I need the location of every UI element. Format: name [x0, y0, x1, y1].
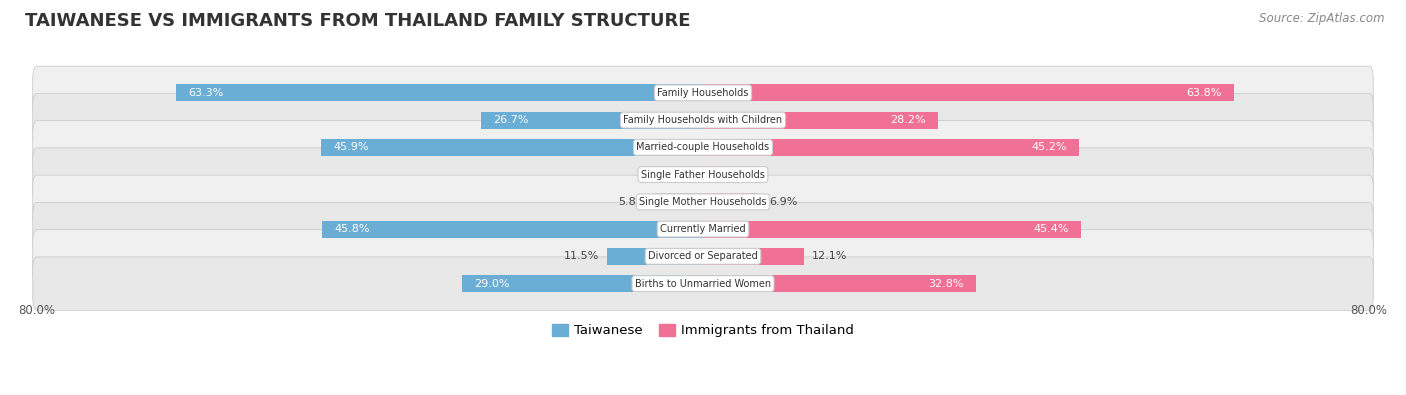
Text: Family Households with Children: Family Households with Children — [623, 115, 783, 125]
Bar — [685, 166, 703, 183]
Bar — [703, 194, 761, 210]
Text: 29.0%: 29.0% — [474, 278, 509, 289]
Text: 5.8%: 5.8% — [619, 197, 647, 207]
FancyBboxPatch shape — [32, 120, 1374, 174]
Bar — [322, 221, 703, 237]
Bar — [703, 221, 1081, 237]
Text: Single Mother Households: Single Mother Households — [640, 197, 766, 207]
Text: 12.1%: 12.1% — [813, 251, 848, 261]
Text: 45.2%: 45.2% — [1032, 142, 1067, 152]
Legend: Taiwanese, Immigrants from Thailand: Taiwanese, Immigrants from Thailand — [547, 318, 859, 342]
Text: Births to Unmarried Women: Births to Unmarried Women — [636, 278, 770, 289]
Text: 26.7%: 26.7% — [494, 115, 529, 125]
Bar — [703, 85, 1234, 101]
Bar — [703, 112, 938, 128]
Bar — [703, 139, 1080, 156]
Bar — [321, 139, 703, 156]
Text: Divorced or Separated: Divorced or Separated — [648, 251, 758, 261]
Text: 6.9%: 6.9% — [769, 197, 797, 207]
Bar — [703, 166, 724, 183]
FancyBboxPatch shape — [32, 93, 1374, 147]
Bar — [703, 248, 804, 265]
FancyBboxPatch shape — [32, 257, 1374, 310]
Text: 2.2%: 2.2% — [648, 169, 676, 180]
Text: 28.2%: 28.2% — [890, 115, 925, 125]
Bar — [461, 275, 703, 292]
Text: Married-couple Households: Married-couple Households — [637, 142, 769, 152]
FancyBboxPatch shape — [32, 175, 1374, 229]
Text: Currently Married: Currently Married — [661, 224, 745, 234]
Text: 45.4%: 45.4% — [1033, 224, 1069, 234]
Bar — [176, 85, 703, 101]
Text: 2.5%: 2.5% — [733, 169, 761, 180]
FancyBboxPatch shape — [32, 66, 1374, 120]
Text: 11.5%: 11.5% — [564, 251, 599, 261]
Text: Source: ZipAtlas.com: Source: ZipAtlas.com — [1260, 12, 1385, 25]
Text: 63.8%: 63.8% — [1187, 88, 1222, 98]
FancyBboxPatch shape — [32, 202, 1374, 256]
Text: 32.8%: 32.8% — [928, 278, 963, 289]
Bar — [703, 275, 976, 292]
Text: TAIWANESE VS IMMIGRANTS FROM THAILAND FAMILY STRUCTURE: TAIWANESE VS IMMIGRANTS FROM THAILAND FA… — [25, 12, 690, 30]
Text: 45.8%: 45.8% — [335, 224, 370, 234]
Text: 63.3%: 63.3% — [188, 88, 224, 98]
Bar — [481, 112, 703, 128]
Bar — [655, 194, 703, 210]
Text: Family Households: Family Households — [658, 88, 748, 98]
Text: Single Father Households: Single Father Households — [641, 169, 765, 180]
Text: 45.9%: 45.9% — [333, 142, 368, 152]
Bar — [607, 248, 703, 265]
FancyBboxPatch shape — [32, 148, 1374, 201]
FancyBboxPatch shape — [32, 229, 1374, 283]
